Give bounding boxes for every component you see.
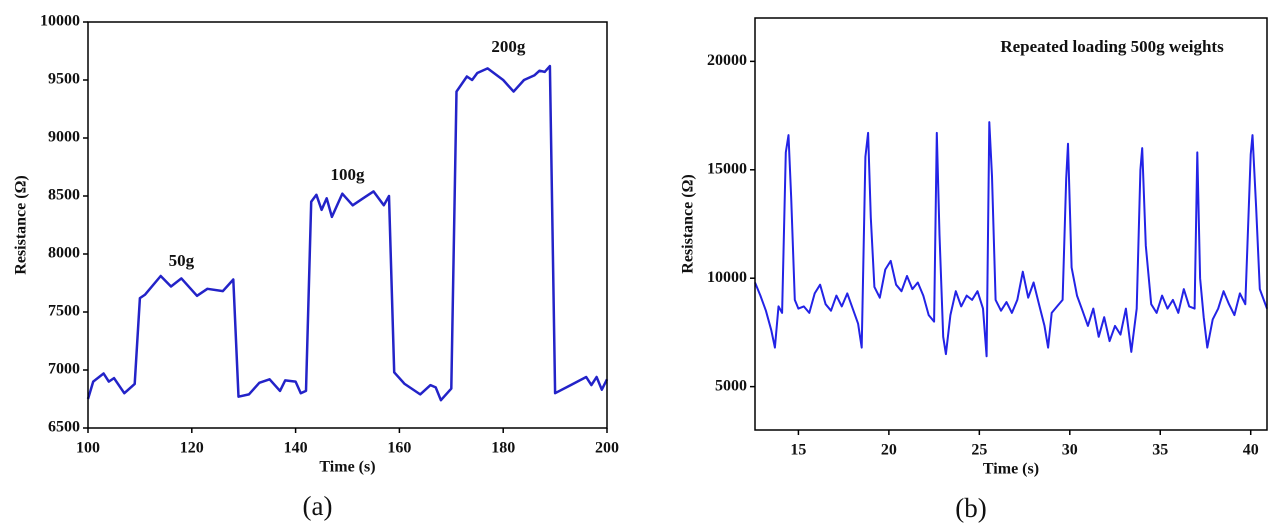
data-line [86, 64, 609, 402]
y-tick-label: 5000 [715, 377, 747, 394]
x-tick-label: 160 [387, 440, 411, 457]
plot-frame [754, 17, 1268, 431]
x-tick-label: 20 [881, 442, 897, 459]
annotation: 200g [491, 37, 526, 56]
y-tick-label: 10000 [707, 269, 747, 286]
plot-frame [87, 21, 608, 429]
x-axis-label: Time (s) [983, 461, 1039, 478]
x-tick-label: 180 [491, 440, 515, 457]
y-tick-label: 7500 [48, 303, 80, 320]
y-tick-label: 6500 [48, 419, 80, 436]
data-line [754, 121, 1268, 358]
y-tick-label: 20000 [707, 52, 747, 69]
x-tick-label: 40 [1243, 442, 1259, 459]
caption: (b) [955, 493, 986, 523]
x-tick-label: 15 [790, 442, 806, 459]
chart-title: Repeated loading 500g weights [1000, 37, 1224, 56]
y-tick-label: 8500 [48, 187, 80, 204]
x-axis-label: Time (s) [319, 459, 375, 476]
y-tick-label: 7000 [48, 361, 80, 378]
x-tick-label: 25 [971, 442, 987, 459]
y-tick-label: 9500 [48, 71, 80, 88]
x-tick-label: 120 [180, 440, 204, 457]
x-tick-label: 140 [284, 440, 308, 457]
y-tick-label: 8000 [48, 245, 80, 262]
y-tick-label: 10000 [40, 13, 80, 30]
annotation: 50g [169, 251, 195, 270]
annotation: 100g [331, 165, 366, 184]
x-tick-label: 30 [1062, 442, 1078, 459]
y-axis-label: Resistance (Ω) [13, 175, 30, 274]
y-axis-label: Resistance (Ω) [680, 174, 697, 273]
x-tick-label: 35 [1152, 442, 1168, 459]
x-tick-label: 200 [595, 440, 619, 457]
y-tick-label: 15000 [707, 160, 747, 177]
y-tick-label: 9000 [48, 129, 80, 146]
caption: (a) [303, 491, 333, 521]
x-tick-label: 100 [76, 440, 100, 457]
